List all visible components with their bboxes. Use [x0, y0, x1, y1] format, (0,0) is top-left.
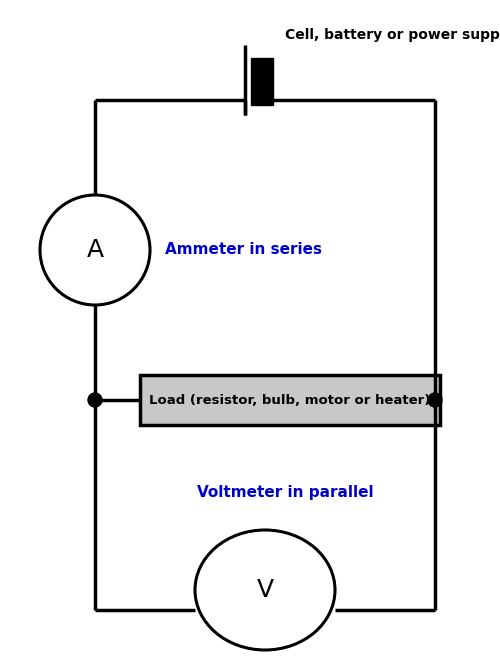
Circle shape: [428, 393, 442, 407]
Circle shape: [88, 393, 102, 407]
Text: A: A: [86, 238, 104, 262]
Ellipse shape: [195, 530, 335, 650]
Text: Voltmeter in parallel: Voltmeter in parallel: [196, 485, 374, 500]
Polygon shape: [251, 58, 273, 105]
Bar: [140, 375, 440, 425]
Text: Cell, battery or power supply: Cell, battery or power supply: [285, 28, 500, 42]
Text: Load (resistor, bulb, motor or heater): Load (resistor, bulb, motor or heater): [150, 393, 430, 407]
Text: V: V: [256, 578, 274, 602]
Ellipse shape: [40, 195, 150, 305]
Text: Ammeter in series: Ammeter in series: [165, 243, 322, 257]
